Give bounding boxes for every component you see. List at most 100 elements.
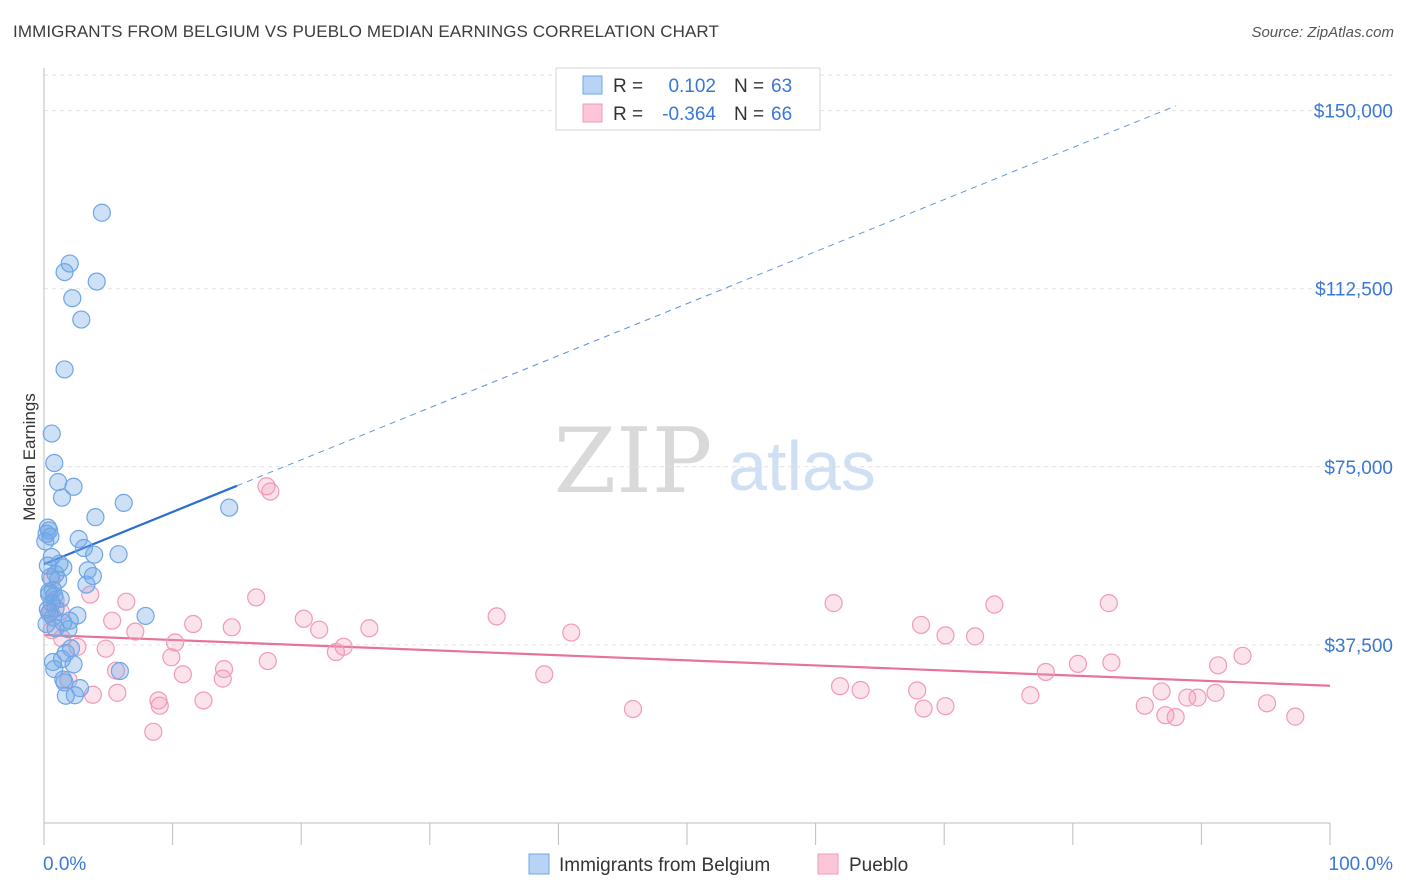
trend-line-pueblo: [43, 633, 1331, 687]
point-pueblo: [173, 665, 192, 684]
point-belgium: [114, 493, 133, 513]
point-pueblo: [965, 627, 985, 646]
point-belgium: [72, 310, 91, 329]
point-pueblo: [1102, 653, 1121, 672]
point-pueblo: [326, 642, 346, 662]
point-belgium: [37, 614, 56, 634]
series-legend: Immigrants from Belgium Pueblo: [528, 853, 908, 876]
point-belgium: [49, 472, 68, 492]
point-belgium: [77, 575, 96, 594]
point-pueblo: [1036, 662, 1055, 682]
watermark-zip: ZIP: [554, 409, 713, 514]
point-pueblo: [68, 637, 87, 656]
point-pueblo: [52, 629, 72, 648]
point-belgium: [59, 620, 78, 639]
point-belgium: [36, 532, 55, 551]
point-pueblo: [1152, 682, 1171, 701]
point-pueblo: [103, 611, 122, 630]
point-pueblo: [1286, 707, 1305, 726]
legend-label-pueblo: Pueblo: [849, 855, 908, 876]
point-pueblo: [310, 620, 329, 639]
point-pueblo: [1135, 696, 1154, 715]
point-pueblo: [1206, 683, 1225, 702]
point-pueblo: [908, 681, 927, 700]
point-belgium: [63, 289, 82, 308]
legend-swatch-belgium: [528, 853, 550, 875]
point-pueblo: [184, 614, 203, 634]
chart-title: IMMIGRANTS FROM BELGIUM VS PUEBLO MEDIAN…: [13, 22, 719, 41]
point-belgium: [220, 498, 239, 517]
legend-swatch-blue: [582, 75, 603, 95]
point-pueblo: [623, 699, 643, 719]
point-pueblo: [149, 691, 168, 710]
legend-r-label-blue: R =: [613, 76, 643, 97]
point-pueblo: [126, 622, 145, 641]
y-tick-label: $112,500: [1315, 280, 1393, 301]
point-pueblo: [194, 691, 213, 710]
legend-n-label-blue: N =: [734, 76, 764, 97]
point-belgium: [85, 545, 104, 564]
point-pueblo: [1068, 654, 1088, 674]
stats-legend: R = 0.102 N = 63 R = -0.364 N = 66: [555, 67, 821, 131]
y-tick-label: $37,500: [1324, 636, 1393, 657]
point-pueblo: [830, 677, 850, 696]
point-belgium: [40, 585, 59, 604]
legend-label-belgium: Immigrants from Belgium: [559, 855, 770, 876]
point-belgium: [136, 606, 155, 626]
point-belgium: [55, 262, 74, 282]
axis-labels: $37,500 $75,000 $112,500 $150,000 0.0% 100.0%: [43, 102, 1393, 875]
point-pueblo: [214, 660, 234, 679]
x-tick-label-max: 100.0%: [1329, 854, 1394, 875]
point-belgium: [86, 508, 105, 527]
point-belgium: [109, 545, 128, 564]
point-belgium: [78, 561, 97, 580]
point-pueblo: [535, 665, 554, 684]
point-belgium: [65, 686, 84, 705]
point-belgium: [40, 521, 59, 540]
watermark-atlas: atlas: [728, 427, 876, 505]
legend-r-label-pink: R =: [613, 104, 643, 125]
legend-r-value-pink: -0.364: [662, 104, 716, 125]
point-belgium: [74, 538, 93, 558]
point-pueblo: [1166, 707, 1185, 727]
legend-n-value-blue: 63: [771, 76, 792, 97]
point-pueblo: [258, 651, 277, 671]
point-pueblo: [1099, 594, 1118, 613]
point-pueblo: [1209, 656, 1228, 675]
point-pueblo: [117, 592, 136, 611]
point-belgium: [87, 272, 106, 291]
point-pueblo: [81, 585, 100, 604]
y-tick-label: $150,000: [1314, 102, 1393, 123]
point-pueblo: [108, 683, 127, 702]
legend-r-value-blue: 0.102: [668, 76, 716, 97]
point-pueblo: [1021, 686, 1040, 705]
axes: [43, 68, 1331, 845]
point-pueblo: [1188, 688, 1207, 707]
data-points: [36, 203, 1305, 741]
point-belgium: [43, 652, 63, 672]
point-pueblo: [213, 669, 232, 688]
point-pueblo: [487, 607, 506, 626]
legend-swatch-pink: [582, 103, 603, 123]
point-belgium: [60, 254, 79, 273]
point-pueblo: [261, 482, 280, 501]
point-pueblo: [166, 633, 185, 652]
point-pueblo: [162, 648, 181, 667]
point-pueblo: [360, 619, 379, 638]
point-pueblo: [222, 618, 241, 637]
point-pueblo: [247, 588, 266, 607]
point-pueblo: [1178, 688, 1197, 707]
point-pueblo: [1257, 694, 1277, 713]
point-belgium: [55, 360, 74, 379]
x-tick-label-min: 0.0%: [43, 854, 86, 875]
point-belgium: [46, 619, 65, 638]
point-belgium: [69, 529, 88, 549]
gridlines: [44, 74, 1395, 646]
point-pueblo: [851, 680, 870, 700]
y-axis-label: Median Earnings: [20, 393, 39, 521]
point-belgium: [45, 660, 64, 679]
point-pueblo: [294, 609, 313, 628]
point-belgium: [92, 203, 111, 222]
legend-swatch-pueblo: [817, 853, 839, 875]
